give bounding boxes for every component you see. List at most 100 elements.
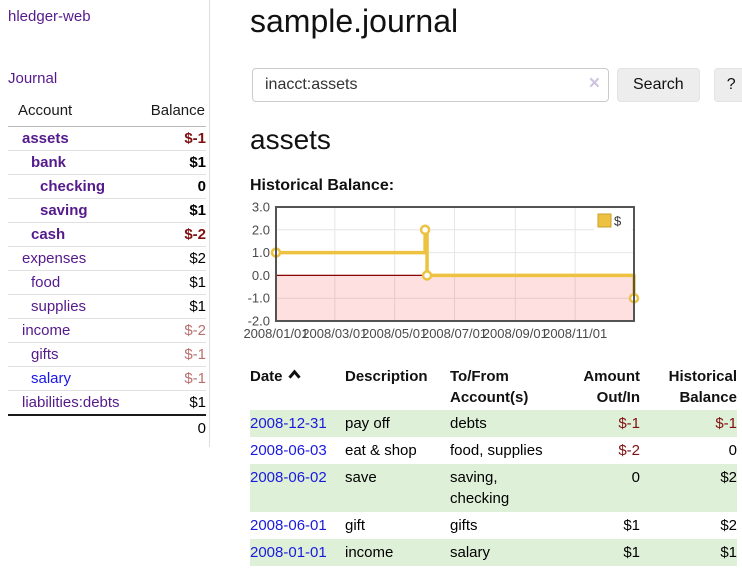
transaction-accounts: debts	[450, 415, 487, 432]
svg-text:2.0: 2.0	[252, 222, 270, 237]
svg-text:0.0: 0.0	[252, 268, 270, 283]
accounts-header-balance: Balance	[132, 100, 206, 127]
svg-text:2008/09/01: 2008/09/01	[483, 326, 548, 341]
account-row: liabilities:debts $1	[8, 391, 206, 416]
accounts-balance-table: Account Balance assets $-1 bank $1 checkin…	[8, 100, 206, 440]
svg-text:2008/07/01: 2008/07/01	[422, 326, 487, 341]
transaction-amount: 0	[631, 469, 640, 486]
historical-balance-chart: 3.0 2.0 1.0 0.0 -1.0 -2.02008/01/012008/03/01…	[243, 201, 640, 341]
chart-title: Historical Balance:	[250, 177, 395, 194]
register-header-tofrom: To/From Account(s)	[450, 368, 529, 406]
transaction-balance: $-1	[715, 415, 737, 432]
transaction-date-link[interactable]: 2008-12-31	[250, 415, 327, 432]
transaction-date-link[interactable]: 2008-01-01	[250, 544, 327, 561]
svg-text:2008/11/01: 2008/11/01	[543, 326, 607, 341]
main-content: sample.journal × Search ? assets Histori…	[243, 0, 742, 582]
transaction-balance: $2	[720, 469, 737, 486]
transaction-accounts: salary	[450, 544, 491, 561]
page-title: sample.journal	[250, 3, 459, 39]
account-row: checking 0	[8, 174, 206, 199]
account-row: expenses $2	[8, 246, 206, 271]
account-balance: $1	[132, 294, 206, 319]
search-input[interactable]	[252, 68, 609, 102]
svg-text:2008/05/01: 2008/05/01	[362, 326, 427, 341]
transaction-balance: 0	[728, 442, 737, 459]
accounts-total-value: 0	[132, 414, 206, 440]
transaction-date-link[interactable]: 2008-06-01	[250, 517, 327, 534]
register-row: 2008-06-01 gift gifts $1 $2	[250, 512, 737, 539]
account-balance: $1	[189, 394, 206, 411]
account-balance: $-1	[132, 342, 206, 367]
accounts-total-row: 0	[8, 414, 206, 440]
account-link-food[interactable]: food	[31, 274, 61, 291]
account-balance: $2	[132, 246, 206, 271]
register-row: 2008-12-31 pay off debts $-1 $-1	[250, 410, 737, 437]
account-link-cash[interactable]: cash	[31, 226, 66, 243]
app-title-link[interactable]: hledger-web	[8, 8, 91, 25]
account-link-checking[interactable]: checking	[40, 178, 106, 195]
register-row: 2008-06-02 save saving, checking 0 $2	[250, 464, 737, 512]
register-header-balance: Historical Balance	[668, 368, 737, 406]
sidebar: hledger-web Journal Account Balance asse…	[0, 0, 210, 447]
transaction-date-link[interactable]: 2008-06-02	[250, 469, 327, 486]
transaction-date-link[interactable]: 2008-06-03	[250, 442, 327, 459]
transaction-accounts: saving, checking	[450, 469, 510, 507]
transaction-amount: $1	[623, 544, 640, 561]
account-balance: $1	[132, 198, 206, 223]
account-link-assets[interactable]: assets	[22, 130, 69, 147]
account-link-liabilities-debts[interactable]: liabilities:debts	[22, 394, 120, 411]
account-link-supplies[interactable]: supplies	[31, 298, 87, 315]
account-row: bank $1	[8, 150, 206, 175]
account-balance: $-2	[132, 222, 206, 247]
clear-search-icon[interactable]: ×	[588, 73, 600, 94]
accounts-header-account: Account	[8, 100, 133, 127]
account-row: gifts $-1	[8, 342, 206, 367]
transaction-description: gift	[345, 517, 366, 534]
account-link-income[interactable]: income	[22, 322, 71, 339]
sidebar-item-journal[interactable]: Journal	[8, 70, 58, 87]
transaction-balance: $1	[720, 544, 737, 561]
register-table: Date Description To/From Account(s) Amou…	[250, 362, 737, 566]
account-row: supplies $1	[8, 294, 206, 319]
register-header-description: Description	[345, 368, 428, 385]
account-balance: $-2	[132, 318, 206, 343]
account-balance: 0	[132, 174, 206, 199]
svg-text:-2.0: -2.0	[248, 314, 270, 329]
account-row: cash $-2	[8, 222, 206, 247]
svg-text:2008/01/01: 2008/01/01	[243, 326, 308, 341]
transaction-description: pay off	[345, 415, 390, 432]
account-link-salary[interactable]: salary	[31, 370, 72, 387]
transaction-accounts: food, supplies	[450, 442, 543, 459]
account-row: salary $-1	[8, 366, 206, 391]
help-button[interactable]: ?	[713, 68, 742, 102]
transaction-balance: $2	[720, 517, 737, 534]
transaction-description: eat & shop	[345, 442, 417, 459]
sort-by-date[interactable]: Date	[250, 368, 302, 385]
svg-text:2008/03/01: 2008/03/01	[302, 326, 367, 341]
search-input-wrap: ×	[252, 68, 609, 102]
transaction-description: income	[345, 544, 394, 561]
svg-text:3.0: 3.0	[252, 201, 270, 215]
account-balance: $-1	[132, 126, 206, 151]
accounts-header-row: Account Balance	[8, 100, 206, 127]
account-link-saving[interactable]: saving	[40, 202, 88, 219]
register-row: 2008-01-01 income salary $1 $1	[250, 539, 737, 566]
transaction-amount: $1	[623, 517, 640, 534]
svg-text:-1.0: -1.0	[248, 291, 270, 306]
account-row: food $1	[8, 270, 206, 295]
account-link-expenses[interactable]: expenses	[22, 250, 87, 267]
register-header-date: Date	[250, 368, 283, 385]
transaction-description: save	[345, 469, 377, 486]
sort-ascending-icon	[287, 369, 301, 379]
account-balance: $1	[132, 150, 206, 175]
account-heading: assets	[250, 124, 331, 155]
account-row: income $-2	[8, 318, 206, 343]
search-bar: × Search ?	[252, 68, 742, 102]
account-link-gifts[interactable]: gifts	[31, 346, 59, 363]
svg-text:1.0: 1.0	[252, 245, 270, 260]
search-button[interactable]: Search	[617, 68, 700, 102]
account-link-bank[interactable]: bank	[31, 154, 67, 171]
transaction-amount: $-2	[618, 442, 640, 459]
svg-text:$: $	[614, 214, 622, 229]
transaction-amount: $-1	[618, 415, 640, 432]
